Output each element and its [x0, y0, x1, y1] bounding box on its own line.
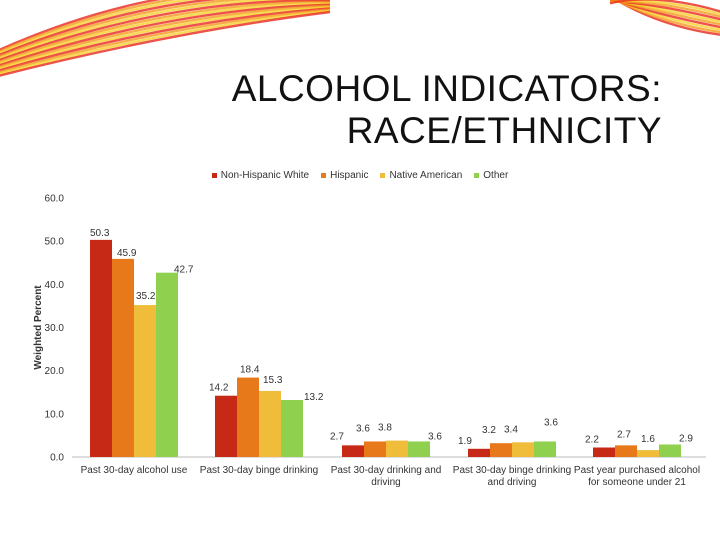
legend-swatch: [211, 173, 217, 178]
data-label: 1.6: [641, 434, 655, 445]
bar: [156, 272, 178, 457]
y-tick-label: 30.0: [45, 323, 65, 334]
slide-title-line1: ALCOHOL INDICATORS:: [231, 68, 662, 109]
data-label: 2.9: [679, 433, 693, 444]
slide-title: ALCOHOL INDICATORS: RACE/ETHNICITY: [102, 68, 662, 152]
legend-label: Native American: [389, 170, 463, 181]
bar: [615, 445, 637, 457]
swoosh-stroke: [0, 9, 331, 75]
bar: [637, 450, 659, 457]
legend-label: Non-Hispanic White: [220, 170, 310, 181]
data-label: 13.2: [304, 392, 324, 403]
swoosh-stroke: [0, 4, 331, 69]
bar: [134, 305, 156, 457]
swoosh-stroke: [609, 0, 720, 13]
swoosh-stroke: [0, 3, 331, 67]
bar: [237, 377, 259, 457]
y-tick-label: 40.0: [45, 280, 65, 291]
swoosh-stroke: [0, 0, 218, 57]
bar: [281, 400, 303, 457]
legend-swatch: [321, 173, 327, 178]
x-tick-label: Past 30-day binge drinking: [453, 465, 571, 476]
x-tick-label: for someone under 21: [588, 477, 686, 488]
bar: [593, 447, 615, 457]
bar: [534, 441, 556, 457]
data-label: 1.9: [458, 436, 472, 447]
legend-swatch: [474, 173, 480, 178]
y-tick-label: 60.0: [45, 194, 65, 205]
data-label: 42.7: [174, 265, 194, 276]
data-label: 15.3: [263, 375, 283, 386]
data-label: 3.2: [482, 425, 496, 436]
x-tick-label: Past year purchased alcohol: [574, 465, 700, 476]
data-label: 2.7: [330, 431, 344, 442]
data-label: 2.2: [585, 435, 599, 446]
bar: [512, 442, 534, 457]
x-tick-label: Past 30-day binge drinking: [200, 465, 318, 476]
legend-label: Other: [483, 170, 509, 181]
data-label: 14.2: [209, 383, 229, 394]
y-tick-label: 20.0: [45, 366, 65, 377]
x-tick-label: Past 30-day alcohol use: [81, 465, 188, 476]
data-label: 50.3: [90, 228, 110, 239]
x-tick-label: Past 30-day drinking and: [331, 465, 442, 476]
bar: [342, 445, 364, 457]
bar: [490, 443, 512, 457]
bar: [259, 390, 281, 457]
slide-title-line2: RACE/ETHNICITY: [346, 110, 662, 151]
y-tick-label: 10.0: [45, 409, 65, 420]
bar: [112, 258, 134, 457]
swoosh-stroke: [0, 6, 331, 70]
legend-label: Hispanic: [330, 170, 369, 181]
legend-item: Non-Hispanic White: [211, 170, 310, 181]
data-label: 2.7: [617, 429, 631, 440]
data-label: 3.6: [428, 431, 442, 442]
y-tick-label: 0.0: [50, 453, 64, 464]
swoosh-stroke: [0, 1, 331, 63]
swoosh-stroke: [0, 0, 330, 60]
legend-swatch: [380, 173, 386, 178]
bar: [90, 239, 112, 457]
bar: [386, 440, 408, 457]
legend-item: Native American: [380, 170, 462, 181]
x-tick-label: and driving: [488, 477, 537, 488]
swoosh-stroke: [0, 0, 246, 58]
data-label: 18.4: [240, 365, 260, 376]
x-tick-label: driving: [371, 477, 400, 488]
bar: [659, 444, 681, 457]
legend-item: Hispanic: [321, 170, 368, 181]
data-label: 3.4: [504, 424, 518, 435]
data-label: 35.2: [136, 291, 156, 302]
decorative-swoosh: [0, 0, 720, 77]
chart-legend: Non-Hispanic White Hispanic Native America…: [0, 170, 720, 181]
swoosh-stroke: [0, 0, 331, 62]
y-tick-label: 50.0: [45, 237, 65, 248]
bar: [408, 441, 430, 457]
data-label: 3.6: [356, 423, 370, 434]
data-label: 45.9: [117, 248, 137, 259]
data-label: 3.6: [544, 417, 558, 428]
legend-item: Other: [474, 170, 508, 181]
bar: [364, 441, 386, 457]
swoosh-stroke: [0, 7, 331, 72]
swoosh-stroke: [0, 2, 331, 65]
swoosh-stroke: [0, 8, 331, 74]
swoosh-stroke: [0, 0, 177, 53]
data-label: 3.8: [378, 423, 392, 434]
swoosh-stroke: [0, 0, 195, 55]
y-axis-label: Weighted Percent: [33, 285, 44, 370]
swoosh-stroke: [0, 10, 331, 77]
bar: [215, 395, 237, 457]
bar: [468, 448, 490, 457]
swoosh-stroke: [0, 0, 161, 51]
